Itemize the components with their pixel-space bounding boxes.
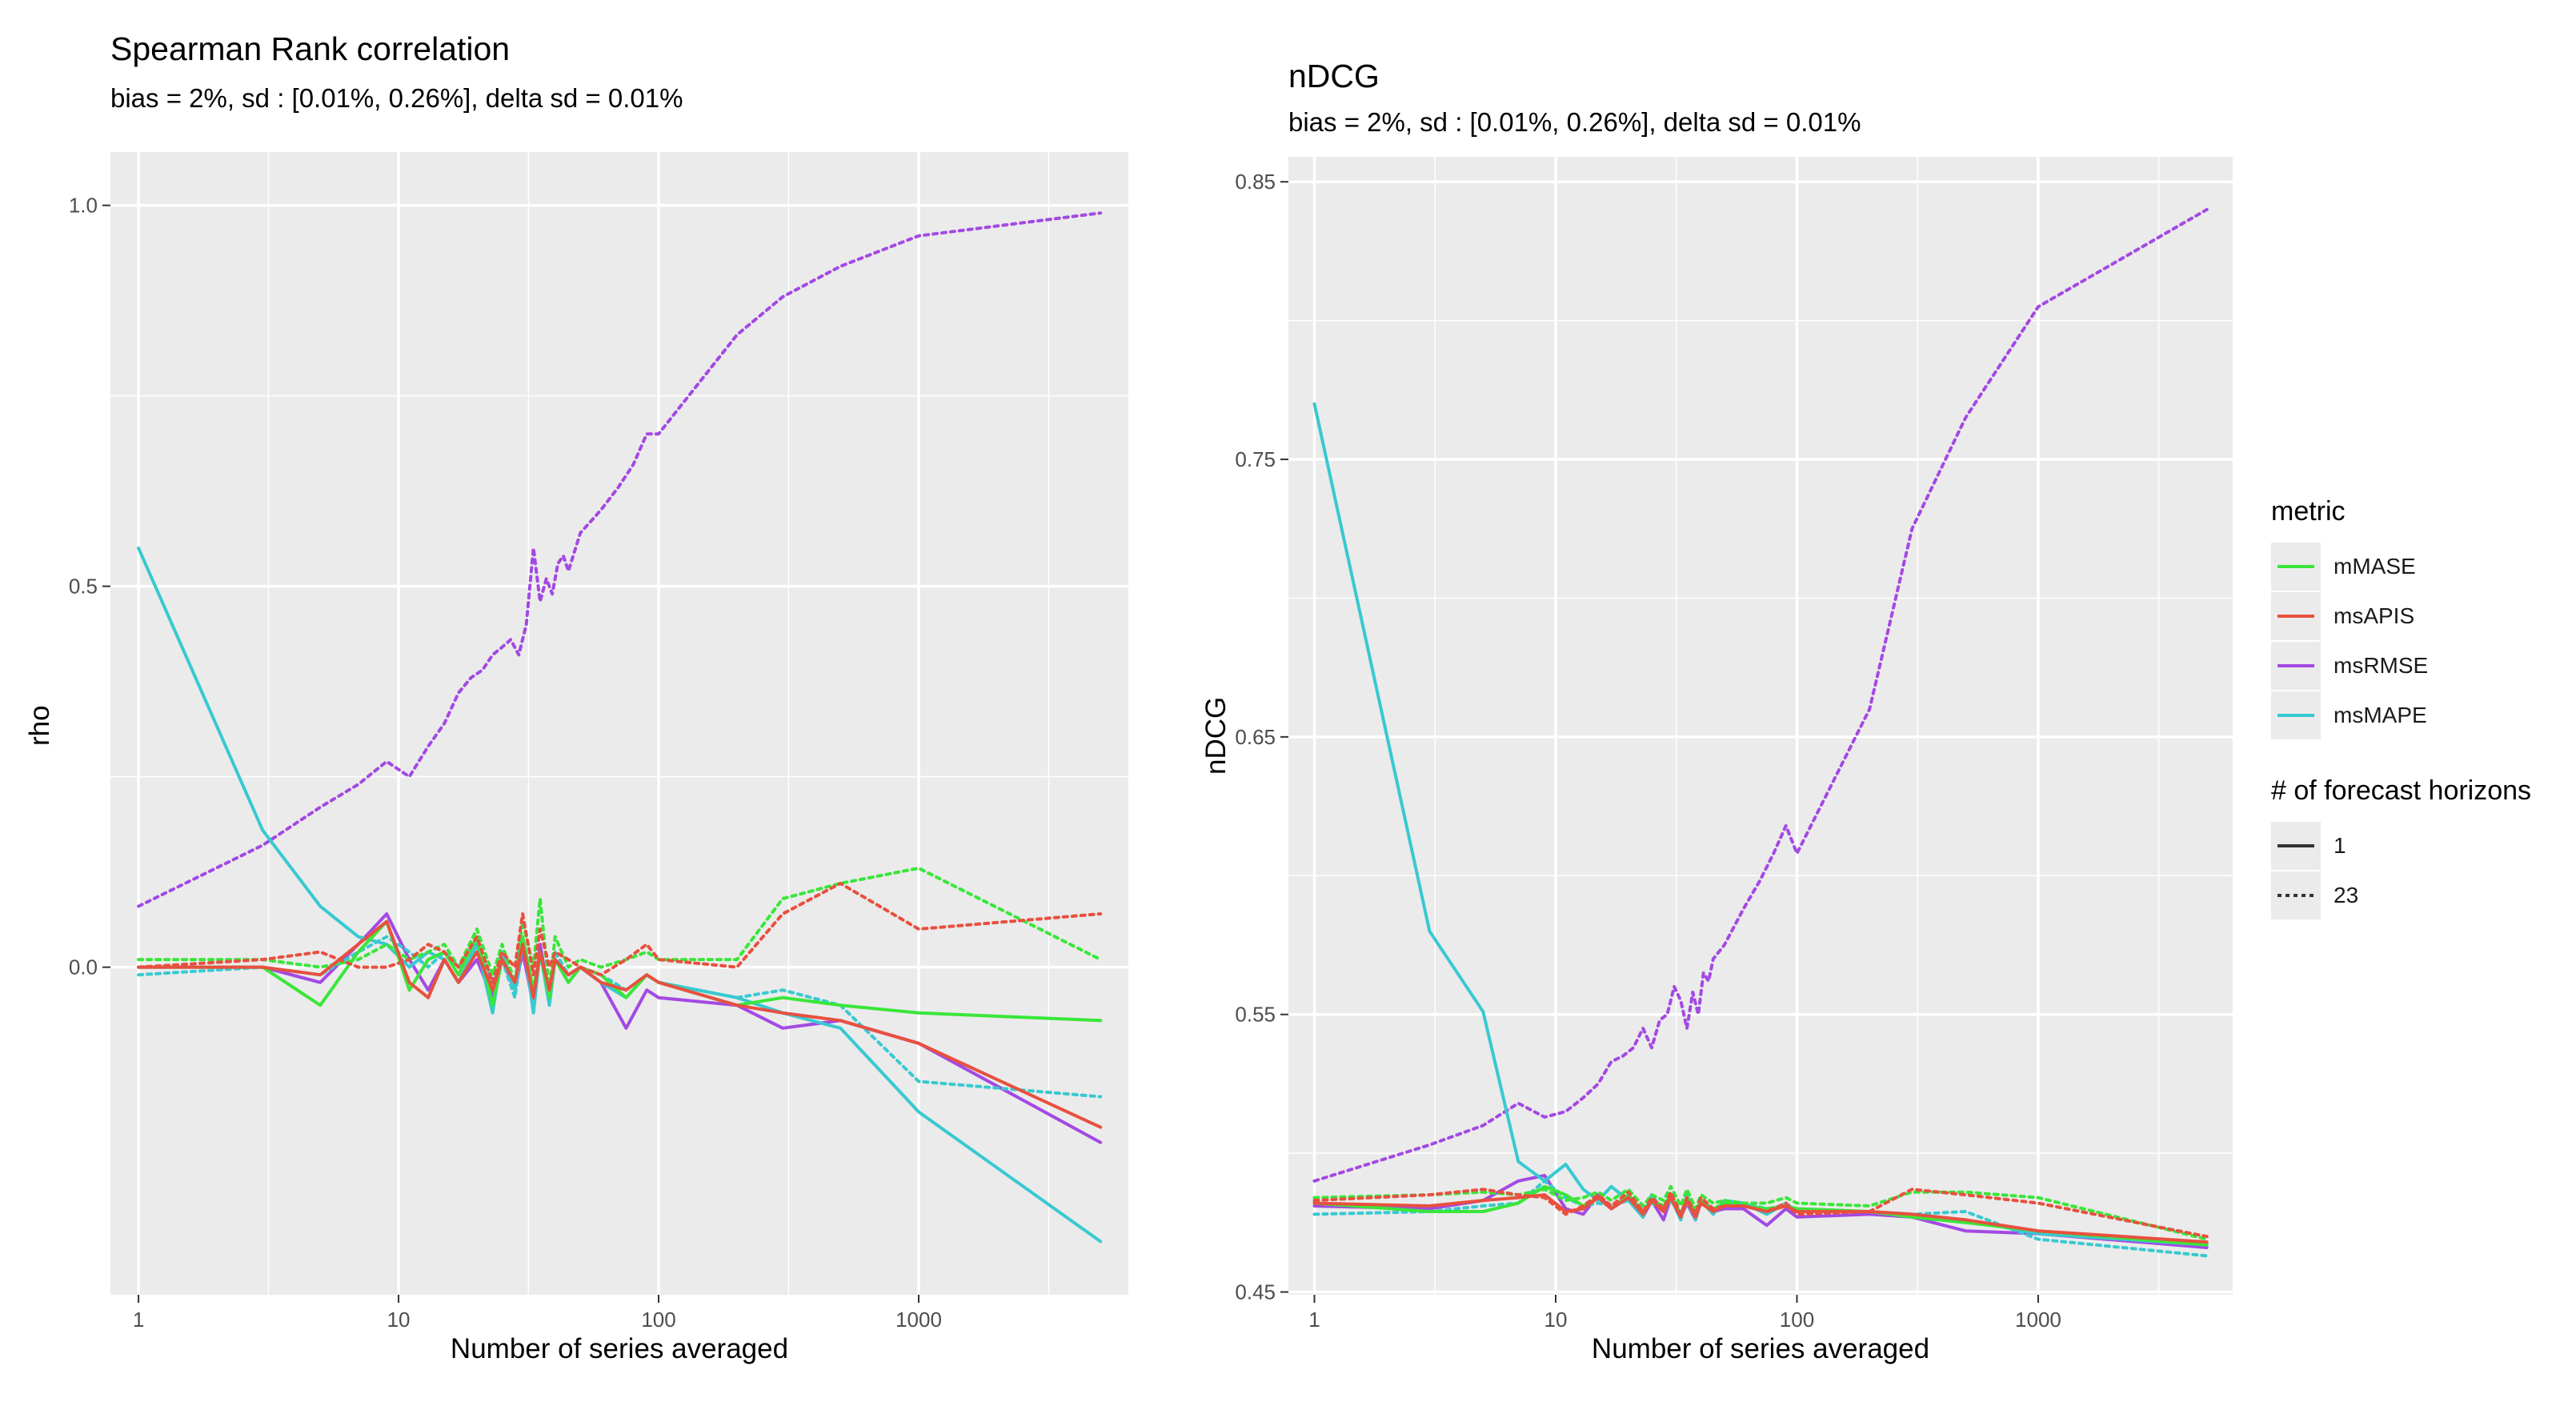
- legend-item-mmase: mMASE: [2271, 542, 2531, 591]
- x-axis-label-left: Number of series averaged: [450, 1333, 789, 1364]
- legend-label-msmape: msMAPE: [2334, 703, 2427, 727]
- legend-label-msapis: msAPIS: [2334, 603, 2415, 628]
- legend-item-horizon-23: 23: [2271, 871, 2531, 920]
- x-tick-label: 100: [641, 1308, 675, 1332]
- legend-label-horizon-1: 1: [2334, 833, 2346, 858]
- y-tick-label: 0.45: [1235, 1280, 1276, 1304]
- legend-label-msrmse: msRMSE: [2334, 653, 2429, 678]
- legend-item-msrmse: msRMSE: [2271, 641, 2531, 691]
- legend-key-msapis-icon: [2278, 615, 2314, 618]
- chart-subtitle-spearman: bias = 2%, sd : [0.01%, 0.26%], delta sd…: [110, 83, 683, 113]
- x-tick-label: 1000: [895, 1308, 942, 1332]
- series-line-msapis-h1: [1312, 1193, 2209, 1244]
- series-line-msrmse-h23: [1312, 207, 2209, 1183]
- legend-horizon-title: # of forecast horizons: [2271, 775, 2532, 806]
- x-tick-label: 10: [1544, 1308, 1568, 1332]
- legend-key-solid-icon: [2278, 844, 2314, 847]
- chart-title-spearman: Spearman Rank correlation: [110, 30, 511, 67]
- x-tick-label: 100: [1780, 1308, 1814, 1332]
- y-tick-label: 0.5: [69, 575, 98, 599]
- panel-background: [1288, 157, 2233, 1295]
- legend-key-msrmse-icon: [2278, 664, 2314, 667]
- series-line-msrmse-h23: [137, 211, 1103, 908]
- legend-item-horizon-1: 1: [2271, 821, 2531, 871]
- panel-background: [110, 152, 1128, 1295]
- legend: metric mMASE msAPIS msRMSE msMAPE # of f…: [2271, 496, 2531, 920]
- y-tick-label: 0.75: [1235, 447, 1276, 471]
- legend-label-horizon-23: 23: [2334, 883, 2359, 907]
- plot-panel-ndcg: 0.45 0.55 0.65 0.75 0.85 1 10 100 1000: [1235, 157, 2233, 1332]
- legend-label-mmase: mMASE: [2334, 554, 2416, 579]
- x-tick-label: 10: [387, 1308, 411, 1332]
- x-tick-label: 1: [1308, 1308, 1320, 1332]
- x-tick-label: 1000: [2015, 1308, 2061, 1332]
- y-tick-label: 0.0: [69, 955, 98, 979]
- series-line-msapis-h23: [137, 881, 1103, 984]
- series-line-msapis-h23: [1312, 1188, 2209, 1239]
- legend-item-msapis: msAPIS: [2271, 591, 2531, 641]
- plot-panel-spearman: 0.0 0.5 1.0 1 10 100 1000: [69, 152, 1128, 1332]
- y-tick-label: 0.85: [1235, 170, 1276, 194]
- legend-key-mmase-icon: [2278, 565, 2314, 568]
- legend-item-msmape: msMAPE: [2271, 691, 2531, 740]
- y-tick-label: 1.0: [69, 194, 98, 218]
- series-line-mmase-h23: [1312, 1184, 2209, 1241]
- legend-key-dotted-icon: [2278, 894, 2314, 897]
- legend-key-msmape-icon: [2278, 714, 2314, 717]
- chart-subtitle-ndcg: bias = 2%, sd : [0.01%, 0.26%], delta sd…: [1288, 107, 1861, 137]
- x-tick-label: 1: [133, 1308, 144, 1332]
- x-axis-label-right: Number of series averaged: [1591, 1333, 1930, 1364]
- chart-title-ndcg: nDCG: [1288, 58, 1380, 94]
- y-tick-label: 0.55: [1235, 1003, 1276, 1027]
- y-tick-label: 0.65: [1235, 725, 1276, 749]
- legend-metric-title: metric: [2271, 496, 2346, 527]
